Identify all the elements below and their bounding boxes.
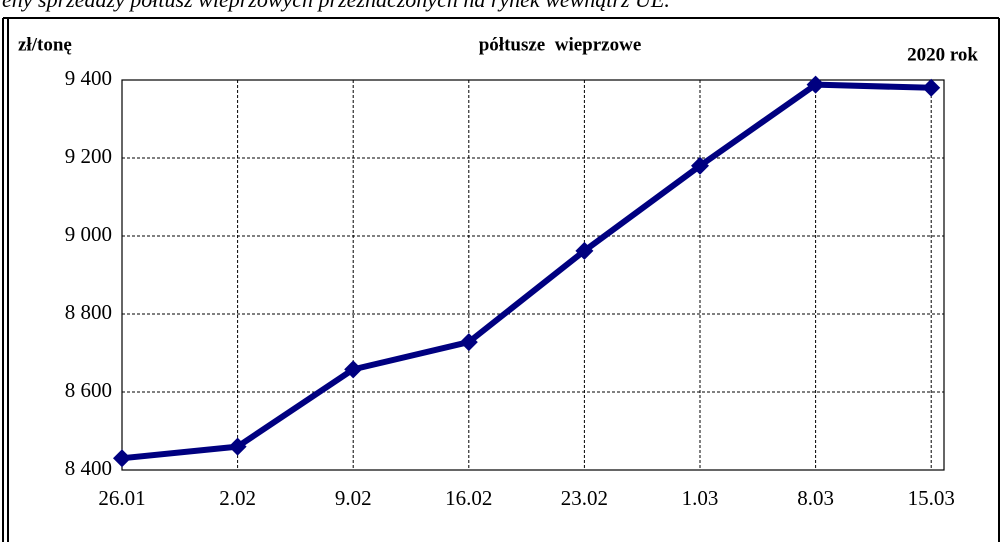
x-tick-label: 16.02	[445, 486, 492, 510]
y-tick-label: 9 200	[65, 144, 112, 168]
y-tick-label: 9 400	[65, 66, 112, 90]
marker	[575, 241, 594, 260]
marker	[691, 156, 709, 175]
marker	[459, 333, 478, 352]
x-tick-label: 8.03	[797, 486, 834, 510]
marker	[228, 437, 247, 456]
caption: eny sprzedaży półtusz wieprzowych przezn…	[2, 0, 670, 12]
x-tick-label: 15.03	[908, 486, 955, 510]
marker	[806, 75, 825, 94]
x-tick-label: 9.02	[335, 486, 372, 510]
x-tick-label: 26.01	[98, 486, 145, 510]
marker	[113, 449, 131, 468]
x-tick-label: 2.02	[219, 486, 256, 510]
series-line	[121, 81, 932, 462]
x-tick-label: 23.02	[561, 486, 608, 510]
y-tick-label: 8 600	[65, 378, 112, 402]
plot-area	[121, 79, 945, 471]
y-tick-label: 8 800	[65, 300, 112, 324]
marker	[922, 78, 941, 97]
y-axis-label: zł/tonę	[18, 34, 72, 55]
y-tick-label: 9 000	[65, 222, 112, 246]
y-tick-label: 8 400	[65, 456, 112, 480]
chart-title: półtusze wieprzowe	[479, 34, 642, 55]
annotation: 2020 rok	[907, 44, 978, 65]
x-tick-label: 1.03	[682, 486, 719, 510]
marker	[344, 360, 363, 379]
